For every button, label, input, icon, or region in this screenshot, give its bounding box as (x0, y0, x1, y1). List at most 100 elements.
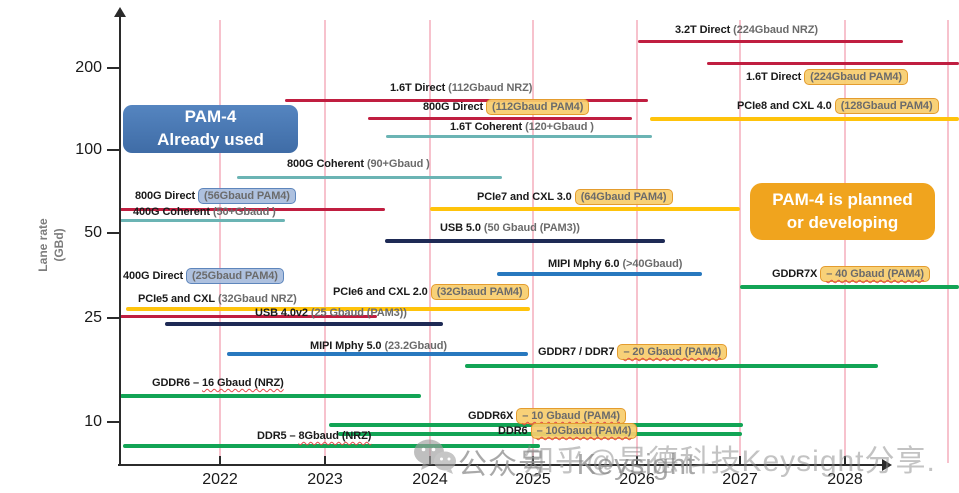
bar-line-400g-coherent (120, 219, 285, 222)
bar-line-1-6t-direct (285, 99, 648, 102)
callout-pam4-already-used: PAM-4 Already used (123, 105, 298, 153)
y-axis-title-line2: (GBd) (51, 228, 66, 262)
bar-spec: (64Gbaud PAM4) (574, 189, 673, 205)
x-axis (118, 464, 884, 466)
bar-name: GDDR6X (468, 410, 514, 422)
bar-line-mipi-mphy-6-0 (497, 272, 702, 276)
bar-name: 1.6T Direct (746, 71, 802, 83)
bar-line-3-2t-direct (638, 40, 903, 43)
bar-name: MIPI Mphy 6.0 (548, 258, 620, 270)
y-tick-label: 100 (75, 141, 102, 158)
bar-label-400g-coherent: 400G Coherent (50+Gbaud ) (133, 206, 276, 218)
bar-spec: (32Gbaud NRZ) (217, 293, 297, 305)
x-tick-mark (844, 456, 846, 466)
bar-label-gddr7x: GDDR7X – 40 Gbaud (PAM4) (772, 266, 930, 282)
bar-spec: (32Gbaud PAM4) (430, 284, 529, 300)
bar-line-1-6t-coherent (386, 135, 652, 138)
y-tick-mark (107, 67, 120, 69)
bar-spec: 8Gbaud (NRZ) (298, 430, 372, 442)
bar-line-400g-direct (120, 315, 377, 318)
year-gridline (219, 20, 221, 463)
y-axis (119, 16, 121, 466)
year-gridline (947, 20, 949, 463)
bar-label-ddr6: DDR6– 10Gbaud (PAM4) (498, 423, 638, 439)
bar-label-pcie5-and-cxl: PCIe5 and CXL (32Gbaud NRZ) (138, 293, 297, 305)
bar-label-800g-direct: 800G Direct (56Gbaud PAM4) (135, 188, 296, 204)
y-axis-arrow-icon (114, 7, 126, 17)
y-tick-label: 10 (84, 413, 102, 430)
bar-label-3-2t-direct: 3.2T Direct (224Gbaud NRZ) (675, 24, 818, 36)
bar-name: PCIe7 and CXL 3.0 (477, 191, 572, 203)
x-tick-mark (324, 456, 326, 466)
bar-name: 400G Direct (123, 270, 184, 282)
bar-name: 800G Direct (423, 101, 484, 113)
bar-label-mipi-mphy-6-0: MIPI Mphy 6.0 (>40Gbaud) (548, 258, 682, 270)
bar-spec: (120+Gbaud ) (525, 121, 594, 133)
bar-label-pcie8-and-cxl-4-0: PCIe8 and CXL 4.0 (128Gbaud PAM4) (737, 98, 939, 114)
bar-name: GDDR7 / DDR7 (538, 346, 615, 358)
bar-spec: (128Gbaud PAM4) (834, 98, 939, 114)
x-tick-label: 2027 (722, 471, 758, 488)
bar-label-usb-4-0v2: USB 4.0v2 (25 Gbaud (PAM3)) (255, 307, 407, 319)
callout-pam4-planned: PAM-4 is planned or developing (750, 183, 935, 240)
x-tick-label: 2028 (827, 471, 863, 488)
bar-spec: – 10 Gbaud (PAM4) (516, 408, 626, 424)
x-tick-label: 2023 (307, 471, 343, 488)
bar-spec: (>40Gbaud) (622, 258, 683, 270)
bar-name: DDR5 – (257, 430, 296, 442)
x-tick-mark (739, 456, 741, 466)
callout-planned-line2: or developing (786, 212, 899, 232)
bar-line-800g-direct (368, 117, 632, 120)
bar-label-mipi-mphy-5-0: MIPI Mphy 5.0 (23.2Gbaud) (310, 340, 447, 352)
bar-name: PCIe5 and CXL (138, 293, 215, 305)
bar-label-usb-5-0: USB 5.0 (50 Gbaud (PAM3)) (440, 222, 580, 234)
y-axis-title-line1: Lane rate (36, 218, 50, 272)
year-gridline (324, 20, 326, 463)
bar-line-gddr7-ddr7 (465, 364, 878, 368)
bar-spec: 16 Gbaud (NRZ) (201, 377, 284, 389)
bar-label-gddr6x: GDDR6X – 10 Gbaud (PAM4) (468, 408, 626, 424)
bar-line-800g-coherent (237, 176, 502, 179)
x-tick-label: 2022 (202, 471, 238, 488)
x-tick-label: 2025 (515, 471, 551, 488)
bar-name: USB 5.0 (440, 222, 481, 234)
bar-label-pcie6-and-cxl-2-0: PCIe6 and CXL 2.0 (32Gbaud PAM4) (333, 284, 529, 300)
bar-label-800g-coherent: 800G Coherent (90+Gbaud ) (287, 158, 430, 170)
bar-label-pcie7-and-cxl-3-0: PCIe7 and CXL 3.0 (64Gbaud PAM4) (477, 189, 673, 205)
x-tick-mark (636, 456, 638, 466)
bar-spec: (25 Gbaud (PAM3)) (310, 307, 407, 319)
bar-line-ddr5- (123, 444, 540, 448)
bar-label-800g-direct: 800G Direct (112Gbaud PAM4) (423, 99, 590, 115)
bar-spec: (25Gbaud PAM4) (186, 268, 284, 284)
bar-line-800g-direct (120, 208, 385, 211)
y-tick-mark (107, 149, 120, 151)
bar-spec: (90+Gbaud ) (366, 158, 430, 170)
bar-line-gddr7x (740, 285, 959, 289)
bar-name: GDDR6 – (152, 377, 199, 389)
bar-name: MIPI Mphy 5.0 (310, 340, 382, 352)
bar-label-1-6t-direct: 1.6T Direct (112Gbaud NRZ) (390, 82, 532, 94)
bar-name: 3.2T Direct (675, 24, 731, 36)
x-tick-mark (219, 456, 221, 466)
bar-name: 800G Coherent (287, 158, 364, 170)
bar-spec: – 20 Gbaud (PAM4) (617, 344, 728, 360)
year-gridline (739, 20, 741, 463)
bar-line-pcie5-and-cxl (126, 307, 530, 311)
y-tick-mark (107, 421, 120, 423)
bar-spec: (50 Gbaud (PAM3)) (483, 222, 580, 234)
bar-line-1-6t-direct (707, 62, 959, 65)
bar-name: 1.6T Coherent (450, 121, 523, 133)
bar-line-mipi-mphy-5-0 (227, 352, 528, 356)
bar-name: 1.6T Direct (390, 82, 446, 94)
callout-used-line1: PAM-4 (184, 107, 237, 127)
y-axis-title: Lane rate (GBd) (36, 210, 70, 280)
bar-label-1-6t-direct: 1.6T Direct (224Gbaud PAM4) (746, 69, 908, 85)
bar-spec: – 40 Gbaud (PAM4) (820, 266, 930, 282)
callout-used-line2: Already used (157, 130, 264, 149)
x-tick-label: 2026 (619, 471, 655, 488)
bar-name: 400G Coherent (133, 206, 210, 218)
bar-name: DDR6 (498, 425, 528, 437)
y-tick-mark (107, 232, 120, 234)
x-axis-arrow-icon (882, 459, 892, 471)
